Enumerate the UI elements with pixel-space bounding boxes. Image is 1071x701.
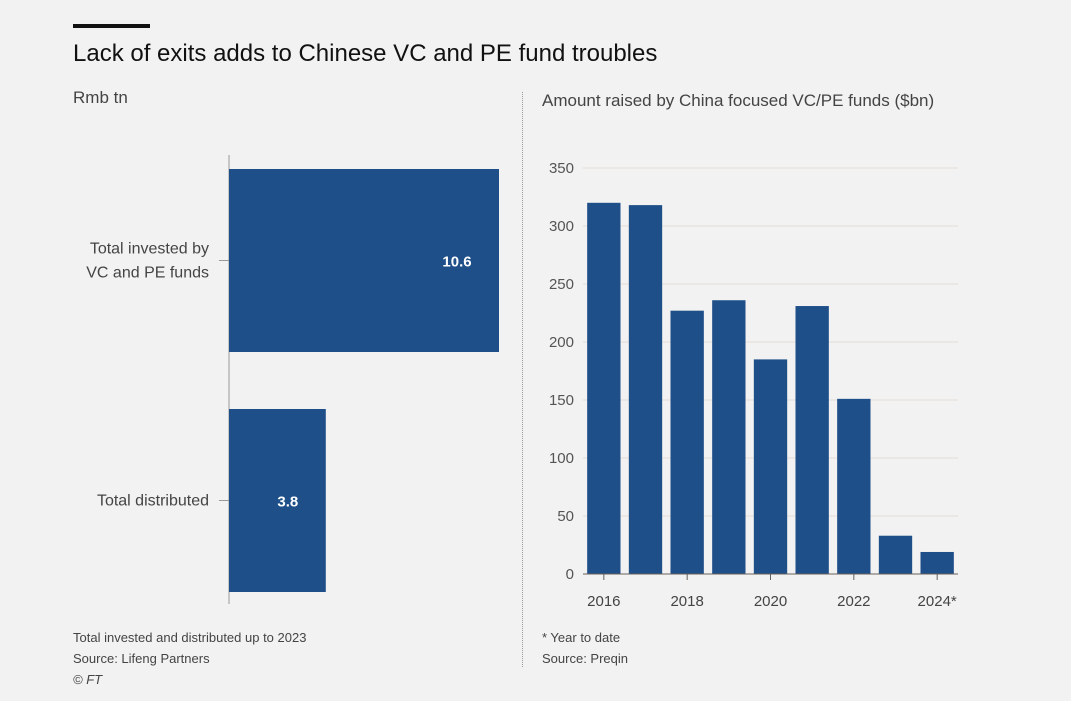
panel-divider [522, 92, 523, 667]
x-tick-label: 2022 [837, 593, 870, 610]
y-tick-label: 300 [549, 218, 574, 235]
column-bar [837, 398, 871, 574]
y-tick-label: 0 [566, 566, 574, 583]
column-bar [587, 202, 621, 575]
right-source: Source: Preqin [542, 651, 628, 666]
hbar-category-label: Total distributed [97, 493, 209, 510]
y-tick-label: 200 [549, 334, 574, 351]
x-tick-label: 2024* [918, 593, 957, 610]
title-accent-rule [73, 24, 150, 28]
x-tick-label: 2018 [670, 593, 703, 610]
column-bar [878, 535, 913, 574]
left-panel-subtitle: Rmb tn [73, 88, 128, 107]
hbar-category-label: Total invested by [90, 241, 209, 258]
column-bar [753, 359, 788, 574]
y-tick-label: 150 [549, 392, 574, 409]
column-bar [628, 205, 663, 574]
hbar-value-label: 10.6 [442, 254, 471, 271]
right-footnote: * Year to date [542, 630, 621, 645]
left-panel-notes: Total invested and distributed up to 202… [73, 627, 306, 690]
column-bar [795, 306, 829, 574]
x-tick-label: 2020 [754, 593, 787, 610]
hbar-value-label: 3.8 [277, 494, 298, 511]
hbar [229, 169, 499, 352]
y-tick-label: 250 [549, 276, 574, 293]
column-bar [712, 300, 746, 574]
chart-title: Lack of exits adds to Chinese VC and PE … [73, 40, 658, 67]
column-bar [670, 310, 704, 574]
y-tick-label: 350 [549, 160, 574, 177]
column-bar [920, 551, 954, 574]
left-source: Source: Lifeng Partners [73, 651, 210, 666]
right-panel-subtitle: Amount raised by China focused VC/PE fun… [542, 91, 935, 110]
right-panel-notes: * Year to date Source: Preqin [542, 627, 628, 669]
hbar [229, 409, 326, 592]
ft-copyright: © FT [73, 672, 103, 687]
hbar-category-label: VC and PE funds [86, 265, 209, 282]
y-tick-label: 100 [549, 450, 574, 467]
left-note: Total invested and distributed up to 202… [73, 630, 307, 645]
x-tick-label: 2016 [587, 593, 620, 610]
y-tick-label: 50 [557, 508, 574, 525]
